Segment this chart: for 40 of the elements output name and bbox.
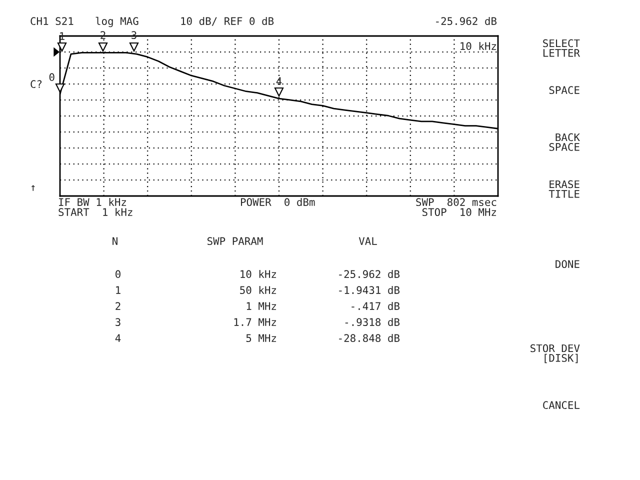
text: BACK SPACE [549,133,580,151]
text: N [112,237,118,245]
annotation: 4 [276,77,282,85]
text: 4 [115,334,121,342]
text: -28.848 dB [339,334,400,342]
text: CANCEL [543,401,580,410]
text: ↑ [31,185,35,191]
text: 1 [60,32,64,40]
text: -25.962 dB [339,270,400,278]
text: DONE [556,260,580,268]
text: -25.962 dB [436,16,497,26]
text: -.9318 dB [345,318,400,326]
text: 2 [116,302,120,310]
text: SWP 802 msec [416,198,496,206]
chart-subtitle: log MAG [96,16,138,28]
text: SPACE [549,86,580,94]
text: -.417 dB [352,302,400,310]
text: 50 kHz [240,286,276,294]
text: SWP PARAM [207,237,263,246]
text: POWER 0 dBm [241,198,315,206]
text: 1 MHz [246,302,276,310]
text: VAL [358,237,377,245]
text: 1.7 MHz [234,318,276,326]
text: C? [30,80,42,88]
text: 1 [116,286,120,294]
text: SELECT LETTER [543,39,580,57]
text: 0 [116,270,120,278]
text: 10 dB/ REF 0 dB [181,16,274,26]
text: 10 kHz [240,270,276,278]
chart-title: CH1 S21 [30,17,74,26]
text: 5 MHz [246,334,276,342]
text: 3 [116,318,120,326]
text: -1.9431 dB [339,286,400,294]
text: START 1 kHz [58,208,132,216]
text: 10 kHz [460,42,496,50]
text: STOP 10 MHz [422,208,496,216]
text: STOR DEV [DISK] [530,344,580,364]
text: ERASE TITLE [548,180,580,198]
text: IF BW 1 kHz [59,198,126,206]
text: 0 [49,73,54,82]
